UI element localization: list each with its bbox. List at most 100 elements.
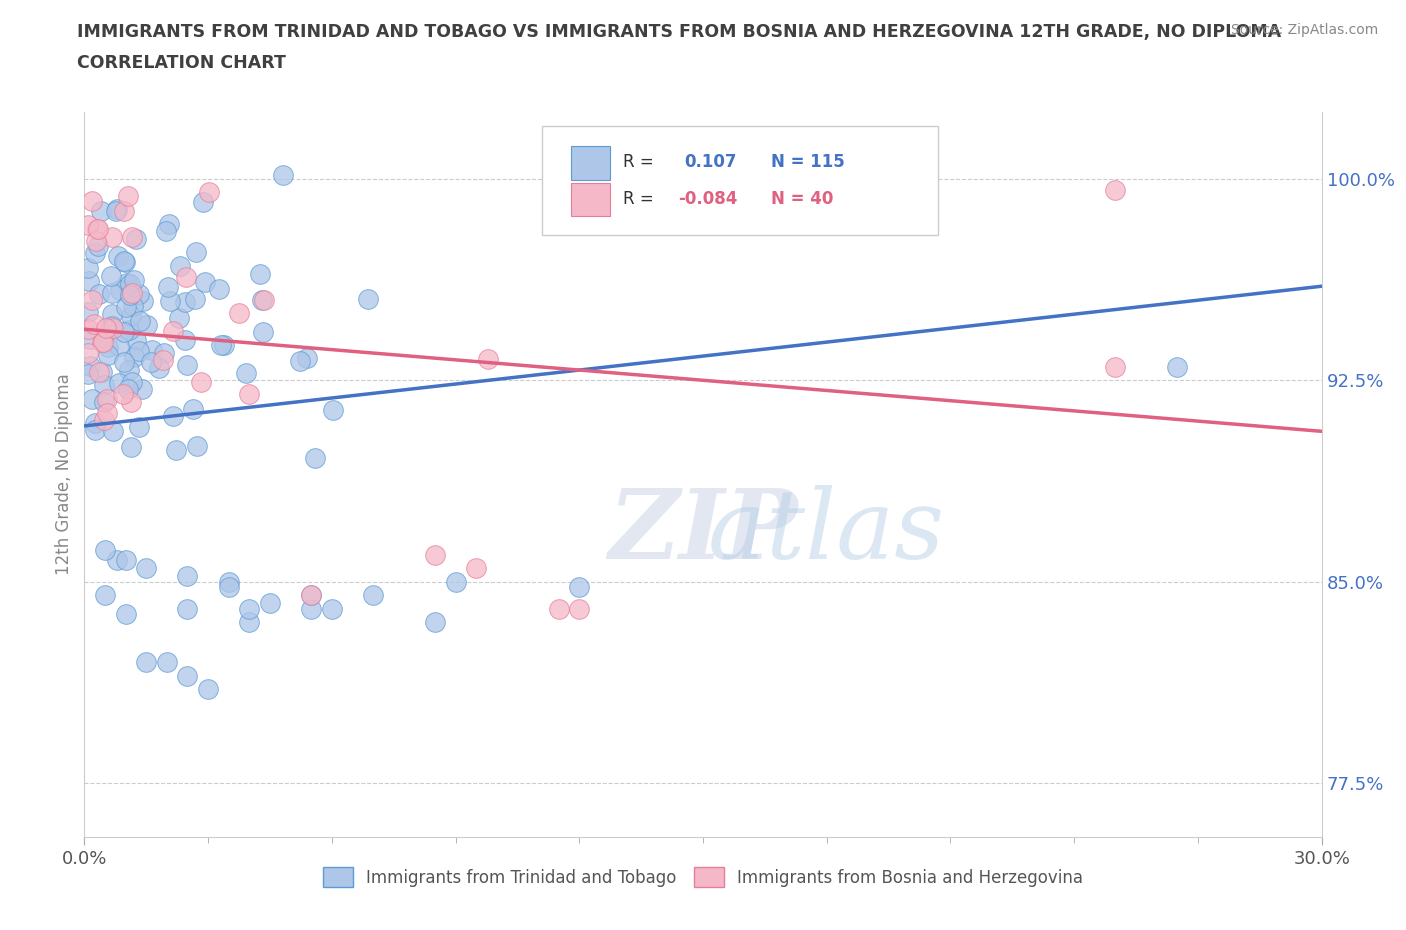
Text: R =: R = bbox=[623, 153, 654, 171]
FancyBboxPatch shape bbox=[571, 182, 610, 216]
Point bbox=[93, 378, 115, 392]
Point bbox=[80, 292, 103, 307]
Point bbox=[101, 307, 124, 322]
Text: N = 115: N = 115 bbox=[770, 153, 845, 171]
Point bbox=[80, 392, 103, 406]
Point bbox=[89, 286, 111, 301]
Point bbox=[101, 286, 124, 300]
Point bbox=[197, 184, 219, 199]
Text: IMMIGRANTS FROM TRINIDAD AND TOBAGO VS IMMIGRANTS FROM BOSNIA AND HERZEGOVINA 12: IMMIGRANTS FROM TRINIDAD AND TOBAGO VS I… bbox=[77, 23, 1282, 41]
Point bbox=[115, 275, 138, 290]
Text: Source: ZipAtlas.com: Source: ZipAtlas.com bbox=[1230, 23, 1378, 37]
Point bbox=[174, 332, 197, 347]
Point bbox=[114, 300, 136, 315]
Point bbox=[1104, 182, 1126, 197]
Point bbox=[477, 352, 499, 366]
Point bbox=[79, 332, 101, 347]
Text: 0.107: 0.107 bbox=[685, 153, 737, 171]
FancyBboxPatch shape bbox=[571, 146, 610, 179]
Point bbox=[104, 204, 127, 219]
Point bbox=[96, 320, 118, 335]
Point bbox=[176, 357, 198, 372]
Point bbox=[155, 223, 177, 238]
Point bbox=[218, 579, 240, 594]
Point bbox=[128, 343, 150, 358]
Point bbox=[184, 291, 207, 306]
Point bbox=[295, 351, 318, 365]
Point bbox=[131, 381, 153, 396]
Point bbox=[299, 588, 322, 603]
Point bbox=[84, 246, 107, 260]
Point bbox=[121, 375, 143, 390]
Point bbox=[79, 273, 101, 288]
Point bbox=[190, 375, 212, 390]
Point bbox=[77, 305, 100, 320]
Point bbox=[157, 217, 180, 232]
Point bbox=[356, 291, 378, 306]
Point bbox=[118, 363, 141, 378]
Point bbox=[156, 280, 179, 295]
Point bbox=[186, 439, 208, 454]
Point bbox=[112, 204, 135, 219]
Point bbox=[288, 353, 311, 368]
Point bbox=[174, 270, 197, 285]
Point bbox=[100, 268, 122, 283]
Point bbox=[321, 601, 343, 616]
Point bbox=[181, 402, 204, 417]
Point bbox=[87, 222, 110, 237]
Point bbox=[121, 299, 143, 313]
Point bbox=[79, 359, 101, 374]
Point bbox=[87, 365, 110, 379]
Point bbox=[194, 274, 217, 289]
Point bbox=[91, 365, 114, 379]
Point bbox=[136, 318, 159, 333]
Point bbox=[120, 394, 142, 409]
Point bbox=[238, 601, 260, 616]
Point bbox=[101, 230, 124, 245]
Point bbox=[238, 615, 260, 630]
Point bbox=[107, 248, 129, 263]
Point bbox=[218, 575, 240, 590]
Point bbox=[93, 394, 115, 409]
Point bbox=[98, 320, 121, 335]
Text: N = 40: N = 40 bbox=[770, 190, 834, 207]
Point bbox=[209, 338, 232, 352]
Point bbox=[169, 259, 191, 274]
Point bbox=[304, 450, 326, 465]
Point bbox=[97, 348, 120, 363]
Point bbox=[135, 655, 157, 670]
Point bbox=[125, 232, 148, 246]
Point bbox=[253, 293, 276, 308]
Point bbox=[93, 413, 115, 428]
Point bbox=[299, 601, 322, 616]
Point bbox=[186, 245, 208, 259]
Point bbox=[259, 596, 281, 611]
Point bbox=[91, 335, 114, 350]
Point bbox=[176, 601, 198, 616]
Point bbox=[235, 365, 257, 380]
Point bbox=[173, 295, 195, 310]
Point bbox=[103, 424, 125, 439]
Point bbox=[90, 204, 112, 219]
Point bbox=[568, 601, 591, 616]
Point bbox=[176, 669, 198, 684]
Point bbox=[162, 324, 184, 339]
Point bbox=[94, 588, 117, 603]
Point bbox=[120, 440, 142, 455]
Point bbox=[249, 267, 271, 282]
Point bbox=[1104, 359, 1126, 374]
Point bbox=[139, 354, 162, 369]
Point bbox=[423, 615, 446, 630]
Point bbox=[96, 405, 118, 420]
Point bbox=[167, 311, 190, 325]
Point bbox=[118, 323, 141, 338]
Point bbox=[568, 579, 591, 594]
Point bbox=[214, 338, 236, 352]
Point bbox=[165, 442, 187, 457]
Point bbox=[77, 322, 100, 337]
Text: atlas: atlas bbox=[461, 485, 945, 579]
Point bbox=[162, 409, 184, 424]
Point bbox=[191, 194, 214, 209]
Point bbox=[121, 286, 143, 300]
Point bbox=[299, 588, 322, 603]
